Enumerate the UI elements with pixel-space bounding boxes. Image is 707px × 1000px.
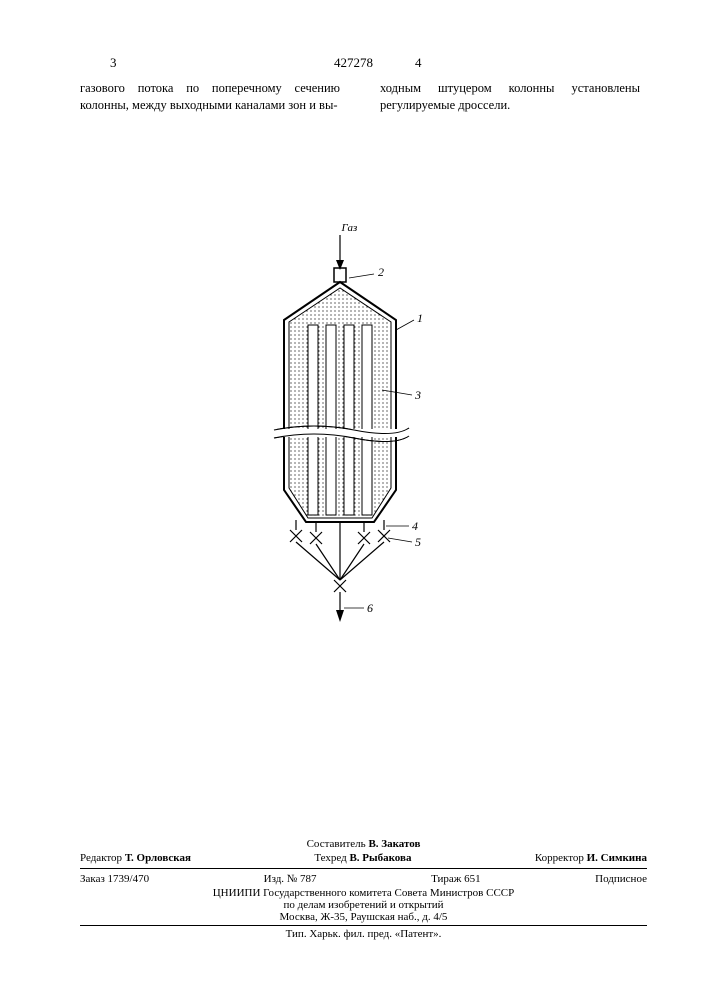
org-line-2: по делам изобретений и открытий: [80, 899, 647, 911]
callout-6: 6: [367, 601, 373, 615]
page-number-left: 3: [110, 55, 117, 71]
figure: Газ: [234, 230, 474, 650]
page-number-right: 4: [415, 55, 422, 71]
callout-5: 5: [415, 535, 421, 549]
gas-label: Газ: [342, 222, 358, 234]
compiler-line: Составитель В. Закатов: [80, 838, 647, 850]
print-row: Заказ 1739/470 Изд. № 787 Тираж 651 Подп…: [80, 871, 647, 887]
org-line-1: ЦНИИПИ Государственного комитета Совета …: [80, 887, 647, 899]
divider: [80, 868, 647, 869]
callout-3: 3: [414, 388, 421, 402]
callout-4: 4: [412, 519, 418, 533]
column-diagram-svg: 2 1 3 4 5 6: [234, 230, 474, 650]
callout-2: 2: [378, 265, 384, 279]
footer-block: Составитель В. Закатов Редактор Т. Орлов…: [80, 838, 647, 940]
body-text-right: ходным штуцером колонны установлены регу…: [380, 80, 640, 114]
divider-2: [80, 925, 647, 926]
typography-line: Тип. Харьк. фил. пред. «Патент».: [80, 928, 647, 940]
addr-line: Москва, Ж-35, Раушская наб., д. 4/5: [80, 911, 647, 923]
credits-row: Редактор Т. Орловская Техред В. Рыбакова…: [80, 850, 647, 866]
body-text-left: газового потока по поперечному сечению к…: [80, 80, 340, 114]
patent-number: 427278: [334, 55, 373, 71]
callout-1: 1: [417, 311, 423, 325]
